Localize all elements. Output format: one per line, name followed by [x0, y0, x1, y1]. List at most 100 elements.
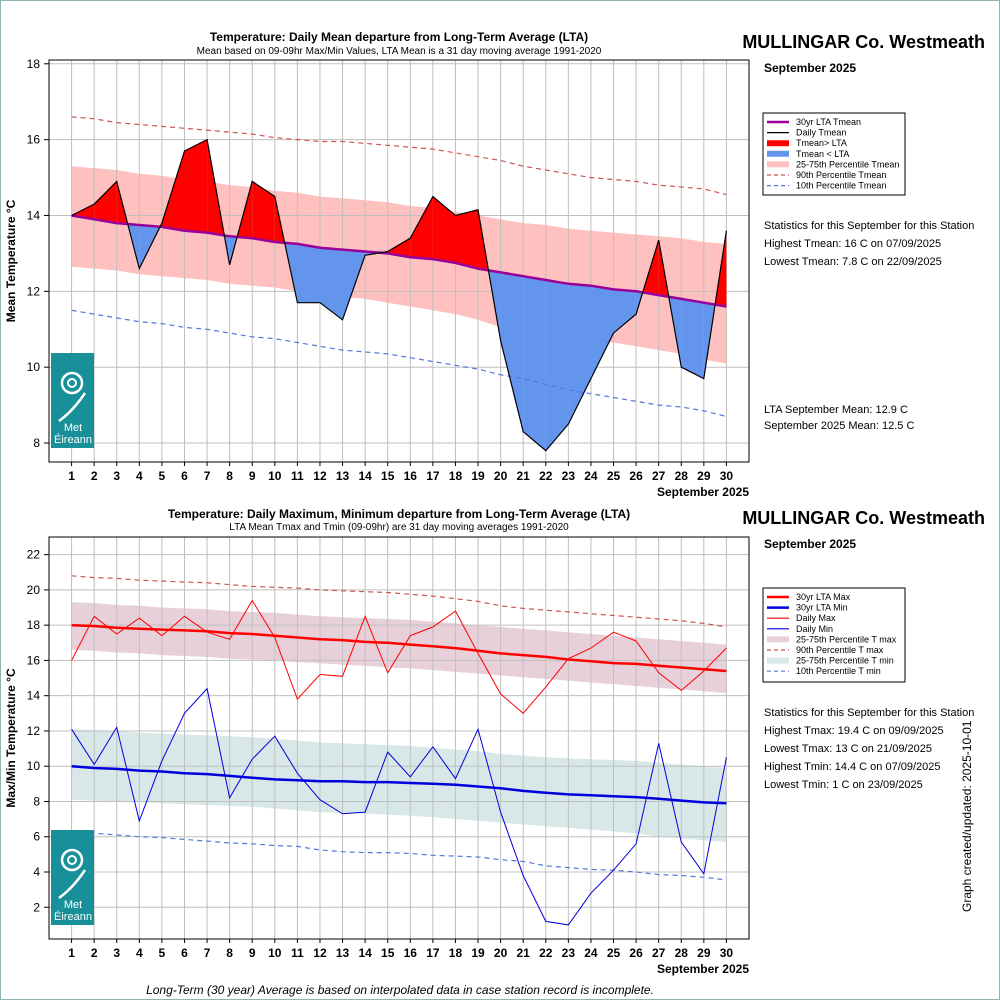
x-tick-label: 9 — [249, 946, 256, 960]
chart-panel-2: Temperature: Daily Maximum, Minimum depa… — [4, 507, 985, 976]
y-axis-label: Mean Temperature °C — [4, 199, 18, 322]
x-tick-label: 19 — [471, 469, 485, 483]
legend-entry: Tmean < LTA — [796, 149, 849, 159]
y-tick-label: 10 — [27, 360, 41, 374]
logo-text-met: Met — [64, 899, 82, 911]
departure-fill — [545, 280, 569, 451]
footer-note: Long-Term (30 year) Average is based on … — [146, 983, 654, 997]
legend-entry: 10th Percentile T min — [796, 666, 881, 676]
x-tick-label: 11 — [291, 946, 304, 960]
lta-max-line — [71, 623, 727, 673]
month-label: September 2025 — [764, 61, 856, 75]
x-tick-label: 27 — [652, 469, 666, 483]
x-tick-label: 1 — [68, 469, 75, 483]
x-tick-label: 27 — [652, 946, 666, 960]
stat-line: Highest Tmean: 16 C on 07/09/2025 — [764, 238, 941, 250]
logo-tail-icon — [58, 869, 87, 900]
legend-entry: 25-75th Percentile T max — [796, 634, 897, 644]
x-axis-label: September 2025 — [657, 962, 749, 976]
legend-entry: 10th Percentile Tmean — [796, 181, 886, 191]
chart-panel-1: Temperature: Daily Mean departure from L… — [4, 30, 985, 499]
x-tick-label: 3 — [113, 946, 120, 960]
legend-entry: Tmean> LTA — [796, 138, 847, 148]
x-tick-label: 25 — [607, 469, 621, 483]
chart-title: Temperature: Daily Mean departure from L… — [210, 30, 588, 44]
departure-fill — [320, 247, 343, 320]
x-tick-label: 26 — [629, 469, 643, 483]
departure-fill — [500, 272, 524, 432]
created-date: Graph created/updated: 2025-10-01 — [960, 720, 974, 912]
x-tick-label: 26 — [629, 946, 643, 960]
legend-entry: Daily Min — [796, 624, 833, 634]
percentile-band — [71, 729, 727, 842]
departure-fill — [432, 196, 456, 263]
plot-area — [49, 537, 749, 939]
x-tick-label: 25 — [607, 946, 621, 960]
stat-line: Lowest Tmax: 13 C on 21/09/2025 — [764, 743, 932, 755]
logo-swirl-core-icon — [67, 855, 77, 865]
mean-line: September 2025 Mean: 12.5 C — [764, 420, 914, 432]
x-tick-label: 16 — [404, 469, 418, 483]
percentile-band — [71, 602, 727, 693]
y-tick-label: 20 — [27, 583, 41, 597]
logo-text-met: Met — [64, 422, 82, 434]
x-tick-label: 21 — [517, 469, 531, 483]
logo-swirl-core-icon — [67, 378, 77, 388]
stat-line: Lowest Tmean: 7.8 C on 22/09/2025 — [764, 256, 942, 268]
x-tick-label: 4 — [136, 469, 143, 483]
x-tick-label: 30 — [720, 469, 734, 483]
stats-heading: Statistics for this September for this S… — [764, 707, 974, 719]
chart-subtitle: Mean based on 09-09hr Max/Min Values, LT… — [197, 46, 602, 57]
legend-entry: 90th Percentile T max — [796, 645, 884, 655]
stat-line: Highest Tmin: 14.4 C on 07/09/2025 — [764, 761, 941, 773]
x-tick-label: 23 — [562, 469, 576, 483]
departure-fill — [590, 285, 614, 379]
x-tick-label: 18 — [449, 469, 463, 483]
y-tick-label: 16 — [27, 133, 41, 147]
x-tick-label: 10 — [268, 946, 282, 960]
x-tick-label: 9 — [249, 469, 256, 483]
x-tick-label: 12 — [313, 946, 327, 960]
departure-fill — [410, 196, 433, 260]
station-name: MULLINGAR Co. Westmeath — [742, 32, 985, 52]
x-tick-label: 2 — [91, 946, 98, 960]
legend-entry: 25-75th Percentile Tmean — [796, 159, 899, 169]
x-tick-label: 6 — [181, 469, 188, 483]
daily-mean-line — [71, 138, 727, 452]
legend-entry: 30yr LTA Tmean — [796, 117, 861, 127]
logo-swirl-icon — [60, 848, 84, 872]
p10-line — [71, 309, 727, 418]
departure-fill — [568, 283, 591, 425]
departure-fill — [523, 276, 546, 451]
departure-fill — [613, 289, 637, 334]
x-tick-label: 15 — [381, 469, 395, 483]
x-tick-label: 20 — [494, 946, 508, 960]
plot-area — [49, 60, 749, 462]
x-tick-label: 17 — [426, 469, 440, 483]
x-tick-label: 1 — [68, 946, 75, 960]
legend-entry: 25-75th Percentile T min — [796, 656, 894, 666]
logo-tail-icon — [58, 392, 87, 423]
lta-min-line — [71, 764, 727, 805]
x-tick-label: 5 — [159, 469, 166, 483]
x-tick-label: 16 — [404, 946, 418, 960]
logo-background — [51, 830, 94, 925]
departure-fill — [455, 209, 478, 269]
y-tick-label: 12 — [27, 284, 41, 298]
logo-swirl-icon — [60, 371, 84, 395]
x-tick-label: 4 — [136, 946, 143, 960]
legend-entry: Daily Max — [796, 613, 836, 623]
x-tick-label: 28 — [675, 946, 689, 960]
x-tick-label: 18 — [449, 946, 463, 960]
legend-entry: Daily Tmean — [796, 128, 846, 138]
chart-title: Temperature: Daily Maximum, Minimum depa… — [168, 507, 630, 521]
x-tick-label: 28 — [675, 469, 689, 483]
stat-line: Highest Tmax: 19.4 C on 09/09/2025 — [764, 725, 944, 737]
mean-line: LTA September Mean: 12.9 C — [764, 404, 908, 416]
x-tick-label: 10 — [268, 469, 282, 483]
x-tick-label: 7 — [204, 946, 211, 960]
